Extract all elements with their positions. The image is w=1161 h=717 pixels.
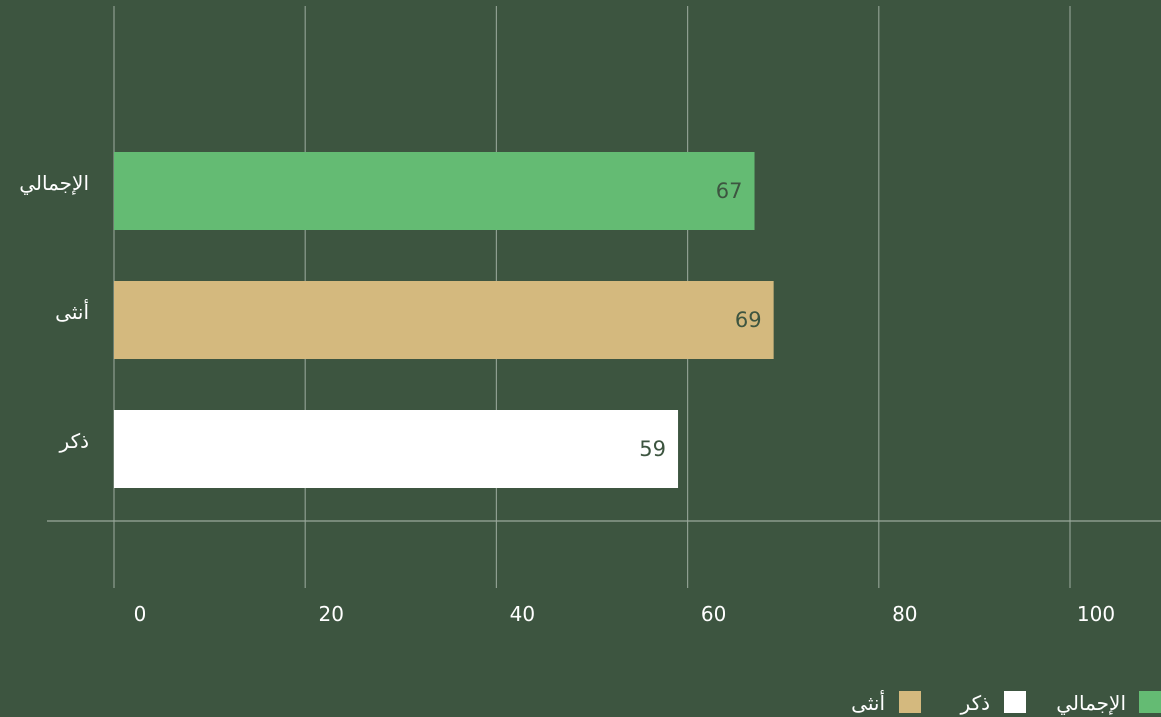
bar-0	[114, 152, 755, 230]
x-tick-label: 60	[701, 602, 726, 626]
legend-swatch-0	[1139, 691, 1161, 713]
legend-swatch-2	[899, 691, 921, 713]
category-label: الإجمالي	[19, 171, 89, 196]
legend-label: الإجمالي	[1056, 691, 1126, 716]
x-tick-label: 80	[892, 602, 917, 626]
category-label: ذكر	[59, 429, 89, 453]
bar-value-label: 67	[716, 179, 743, 203]
x-tick-labels: 0 20 40 60 80 100	[134, 602, 1115, 626]
x-tick-label: 0	[134, 602, 147, 626]
x-tick-label: 40	[510, 602, 535, 626]
bars: 67 69 59	[114, 152, 774, 488]
bar-1	[114, 281, 774, 359]
legend-label: ذكر	[960, 691, 990, 715]
bar-2	[114, 410, 679, 488]
bar-value-label: 69	[735, 308, 762, 332]
x-tick-label: 100	[1077, 602, 1115, 626]
bar-value-label: 59	[639, 437, 666, 461]
legend-label: أنثى	[851, 690, 885, 715]
category-label: أنثى	[55, 299, 89, 324]
legend: الإجمالي ذكر أنثى	[851, 690, 1161, 716]
x-tick-label: 20	[318, 602, 343, 626]
legend-swatch-1	[1004, 691, 1026, 713]
category-labels: الإجمالي أنثى ذكر	[19, 171, 89, 453]
